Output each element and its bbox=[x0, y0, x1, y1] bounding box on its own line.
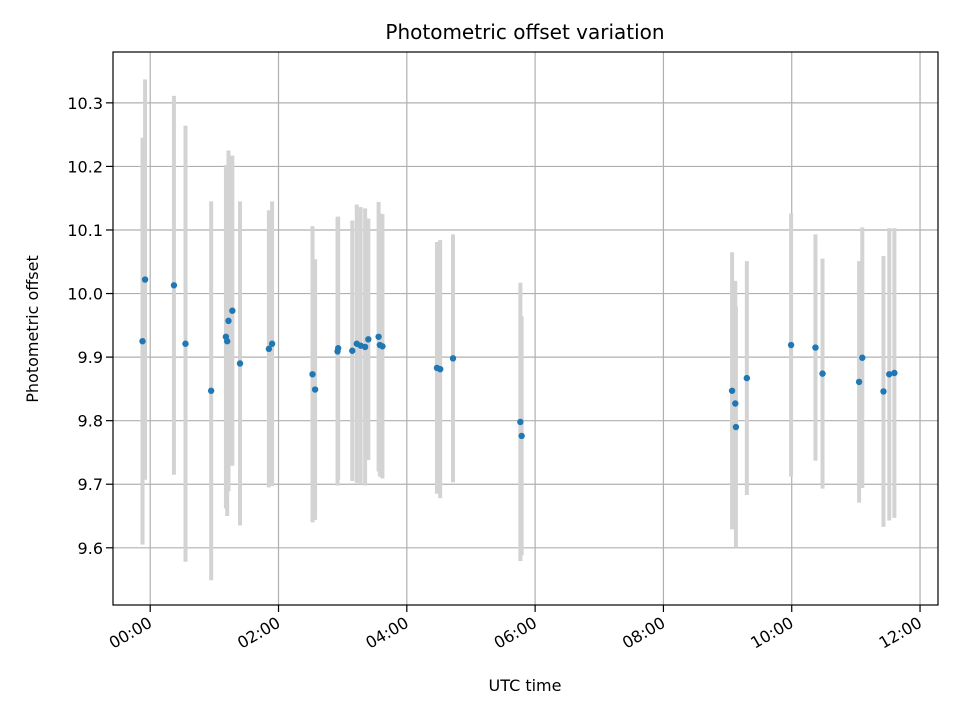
x-axis-title: UTC time bbox=[489, 676, 562, 695]
data-point bbox=[309, 371, 316, 378]
y-tick-label: 10.0 bbox=[67, 285, 103, 304]
x-tick-label: 10:00 bbox=[747, 613, 796, 653]
y-tick-label: 9.9 bbox=[78, 348, 103, 367]
y-tick-label: 9.6 bbox=[78, 539, 103, 558]
data-point bbox=[886, 371, 893, 378]
y-axis-ticks: 9.6 9.7 9.8 9.9 10.0 10.1 10.2 10.3 bbox=[67, 94, 113, 558]
y-axis-title: Photometric offset bbox=[23, 255, 42, 403]
data-point bbox=[880, 388, 887, 395]
data-point bbox=[743, 374, 751, 382]
y-tick-label: 9.8 bbox=[78, 412, 103, 431]
y-tick-label: 10.1 bbox=[67, 221, 103, 240]
x-tick-label: 06:00 bbox=[491, 613, 540, 653]
data-point bbox=[436, 365, 444, 373]
x-tick-label: 12:00 bbox=[876, 613, 925, 653]
data-point bbox=[361, 343, 369, 351]
data-point bbox=[732, 400, 739, 407]
y-tick-label: 9.7 bbox=[78, 475, 103, 494]
data-point bbox=[812, 344, 819, 351]
data-point bbox=[268, 340, 276, 347]
y-tick-label: 10.3 bbox=[67, 94, 103, 113]
data-point bbox=[732, 423, 740, 431]
data-point bbox=[365, 336, 372, 343]
data-point bbox=[379, 343, 386, 350]
data-point bbox=[518, 432, 525, 440]
y-tick-label: 10.2 bbox=[67, 157, 103, 176]
x-tick-label: 04:00 bbox=[362, 613, 411, 653]
data-points bbox=[139, 276, 898, 440]
data-point bbox=[170, 282, 178, 289]
x-tick-label: 08:00 bbox=[619, 613, 668, 653]
error-bars bbox=[140, 79, 897, 581]
data-point bbox=[207, 387, 215, 394]
data-point bbox=[334, 345, 342, 352]
chart-title: Photometric offset variation bbox=[385, 20, 664, 44]
data-point bbox=[891, 369, 898, 377]
data-point bbox=[236, 360, 244, 367]
data-point bbox=[265, 345, 273, 353]
data-point bbox=[229, 307, 236, 314]
data-point bbox=[375, 333, 382, 340]
data-point bbox=[223, 338, 231, 345]
data-point bbox=[449, 355, 457, 362]
data-point bbox=[349, 347, 356, 354]
data-point bbox=[141, 276, 149, 283]
data-point bbox=[139, 338, 146, 345]
data-point bbox=[787, 341, 795, 349]
x-tick-label: 00:00 bbox=[106, 613, 155, 653]
data-point bbox=[182, 340, 189, 347]
data-point bbox=[225, 317, 232, 325]
data-point bbox=[728, 387, 736, 394]
x-tick-label: 02:00 bbox=[234, 613, 283, 653]
x-axis-ticks: 00:00 02:00 04:00 06:00 08:00 10:00 12:00 bbox=[106, 605, 925, 653]
data-point bbox=[855, 378, 863, 386]
data-point bbox=[819, 370, 826, 377]
data-point bbox=[311, 386, 319, 393]
data-point bbox=[517, 418, 524, 426]
plot-frame bbox=[112, 51, 939, 606]
data-point bbox=[859, 354, 866, 361]
